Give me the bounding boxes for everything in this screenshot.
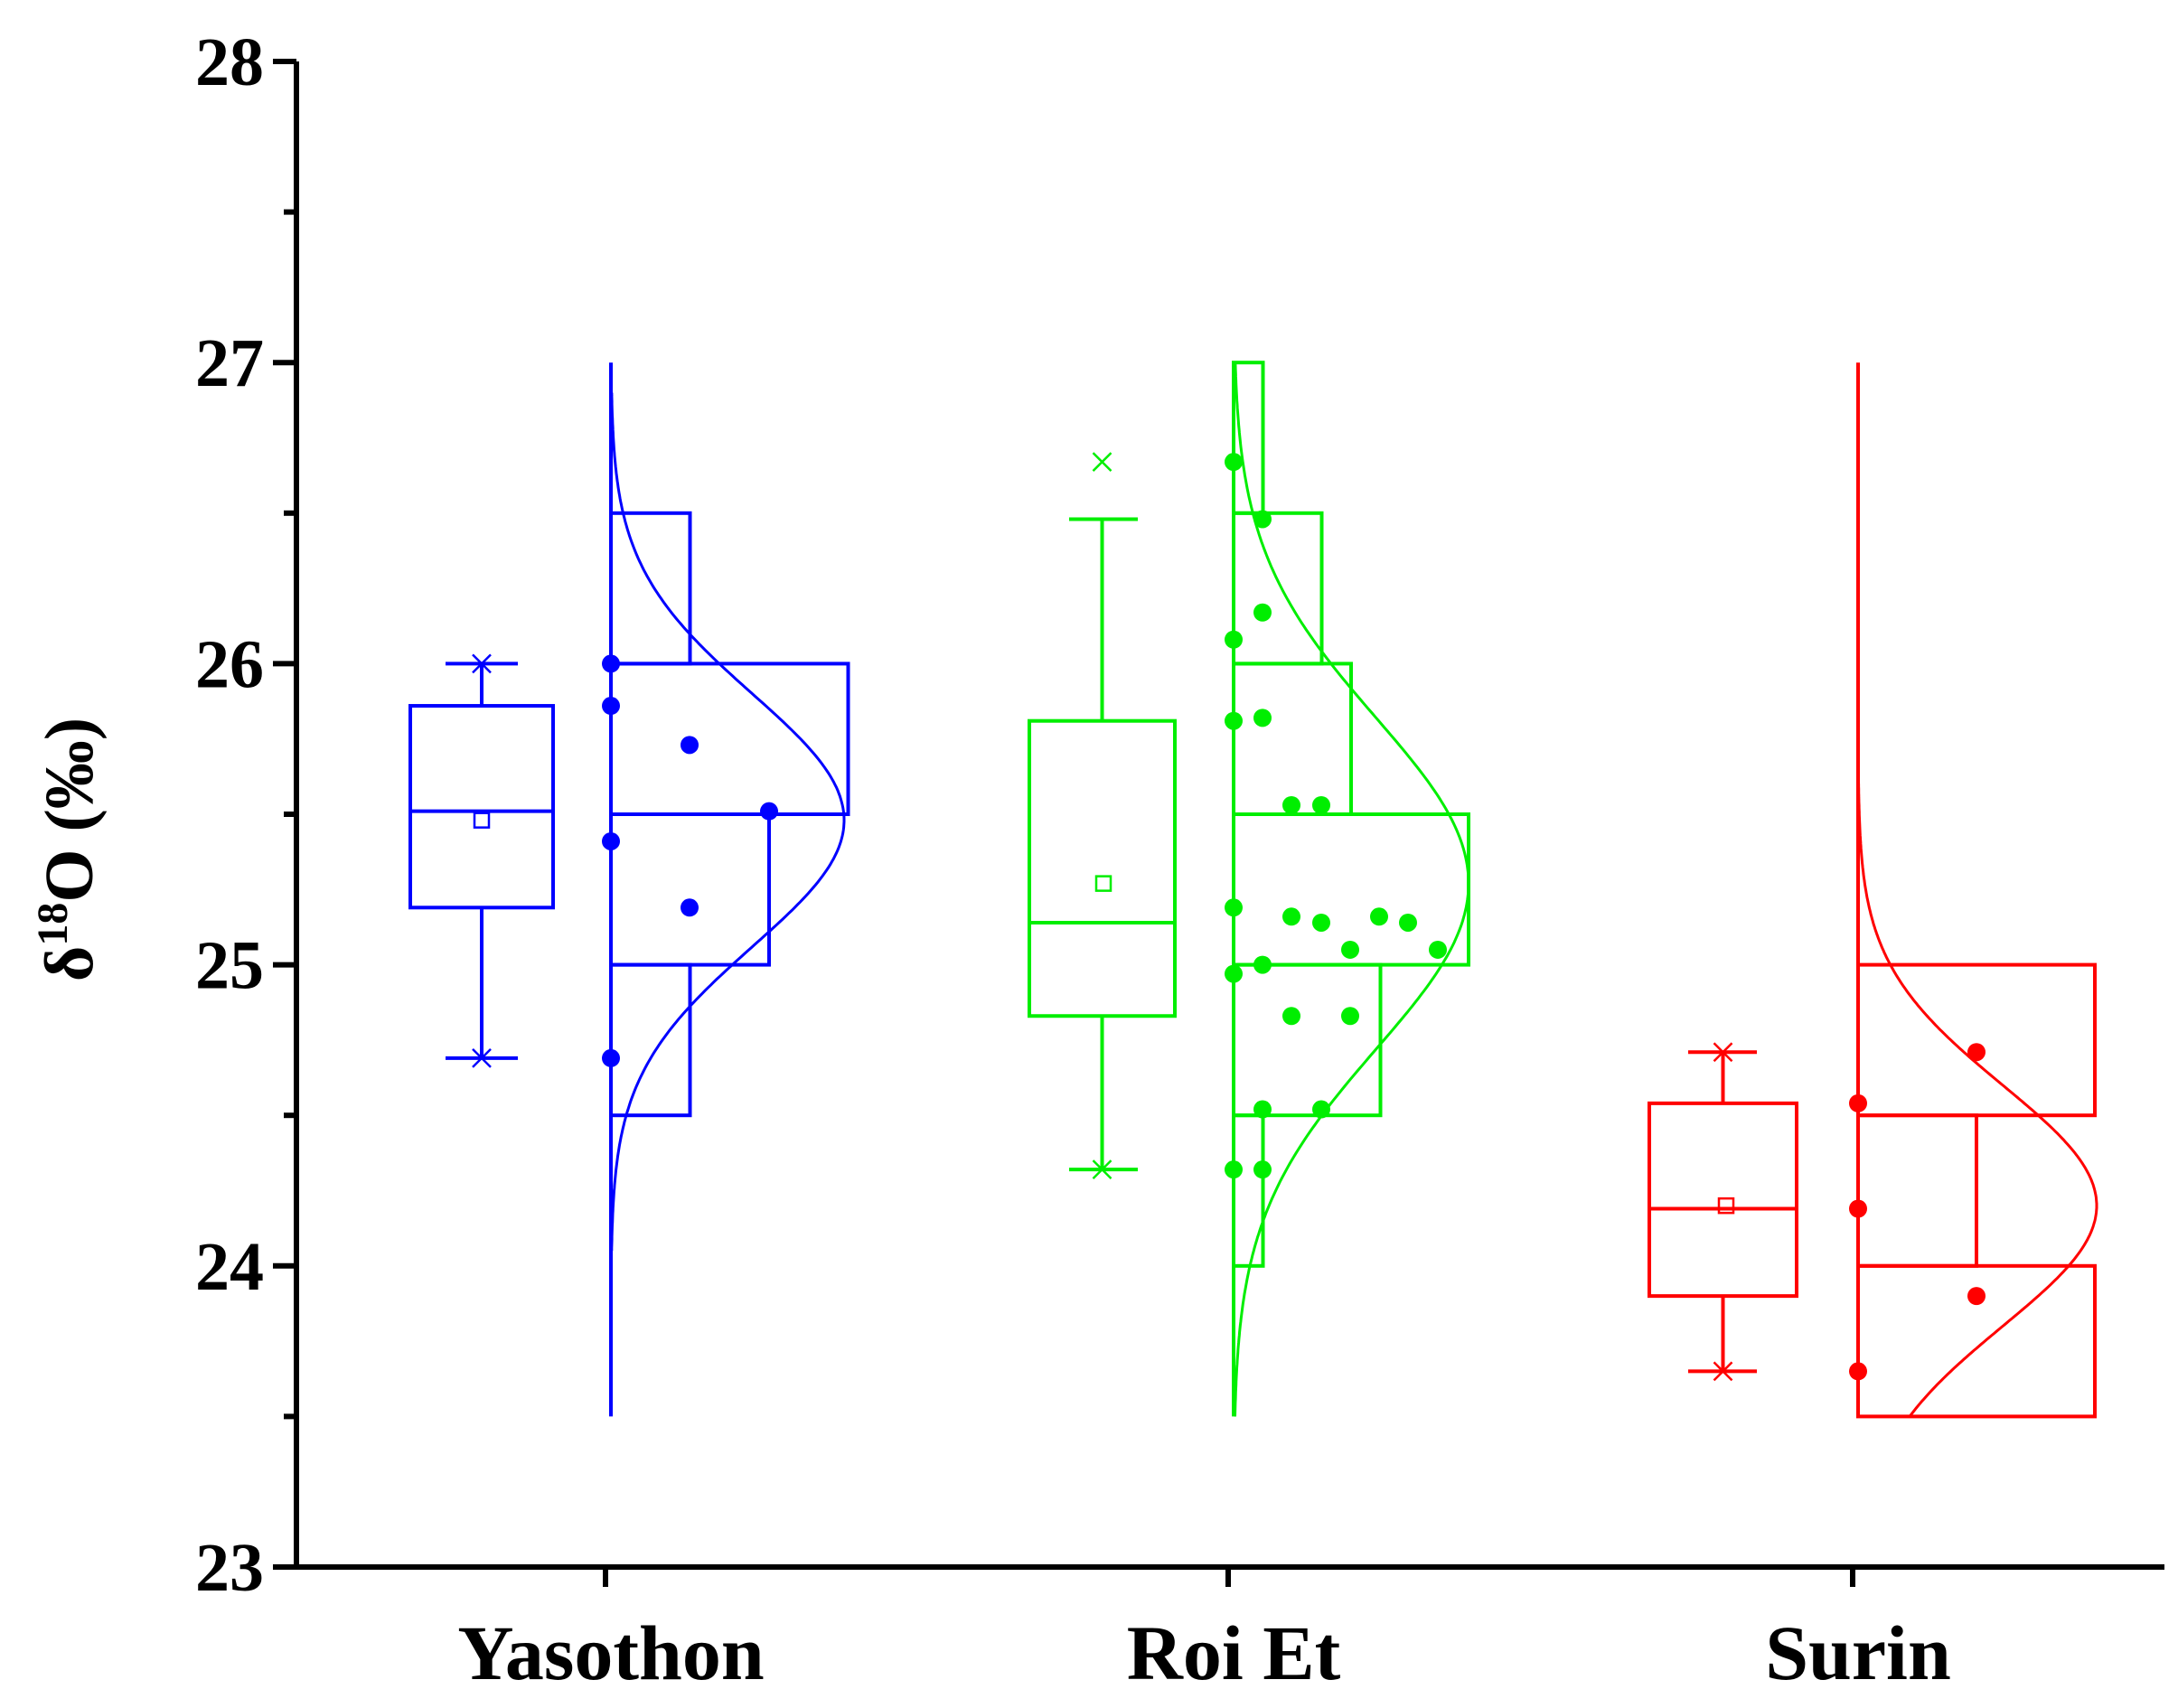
- data-point: [1312, 1100, 1330, 1119]
- min-marker: [1713, 1361, 1733, 1382]
- plot-area: [408, 361, 2098, 1419]
- data-point: [1253, 709, 1272, 727]
- data-point: [1282, 1007, 1300, 1026]
- normal-curve: [1857, 778, 2098, 1418]
- series-group: [1028, 361, 1470, 1417]
- histogram-bar: [1232, 662, 1353, 817]
- y-axis-label: δ18O (‰): [29, 718, 108, 981]
- data-point: [1341, 940, 1359, 959]
- data-point: [1253, 955, 1272, 974]
- data-point: [602, 654, 620, 673]
- axes: 23 24 25 26 27 28 Yasothon Roi Et Surin: [195, 24, 1951, 1696]
- y-tick-label: 28: [195, 24, 264, 100]
- data-point: [1253, 510, 1272, 529]
- data-point: [1399, 913, 1417, 932]
- data-point: [1429, 940, 1447, 959]
- data-point: [1282, 907, 1300, 926]
- data-point: [1225, 453, 1243, 472]
- data-point: [760, 802, 778, 821]
- data-point: [1849, 1362, 1867, 1381]
- min-marker: [1092, 1159, 1112, 1180]
- histogram-bar: [609, 962, 692, 1118]
- iqr-box: [1028, 718, 1177, 1018]
- max-marker: [472, 653, 492, 674]
- histogram-bar: [1232, 361, 1265, 515]
- data-point: [1312, 796, 1330, 815]
- histogram-bar: [609, 662, 850, 817]
- data-point: [1312, 913, 1330, 932]
- max-marker: [1713, 1042, 1733, 1063]
- y-axis-label-delta: δ: [32, 946, 108, 981]
- histogram-bar: [609, 812, 771, 967]
- data-point: [1253, 1160, 1272, 1179]
- data-point: [681, 736, 699, 755]
- data-point: [1253, 603, 1272, 622]
- data-point: [1225, 1160, 1243, 1179]
- x-category-label: Yasothon: [457, 1609, 764, 1696]
- min-marker: [472, 1048, 492, 1068]
- y-tick-label: 23: [195, 1530, 264, 1606]
- iqr-box: [1648, 1101, 1798, 1299]
- data-point: [1282, 796, 1300, 815]
- y-axis-label-superscript: 18: [29, 903, 77, 946]
- data-point: [602, 697, 620, 716]
- data-point: [1225, 630, 1243, 649]
- data-point: [1849, 1199, 1867, 1218]
- series-group: [408, 362, 850, 1417]
- histogram-bar: [1856, 962, 2097, 1118]
- series-group: [1648, 362, 2098, 1419]
- data-point: [1967, 1287, 1986, 1306]
- mean-marker: [473, 812, 491, 829]
- mean-marker: [1094, 875, 1112, 892]
- data-point: [681, 898, 699, 917]
- mean-marker: [1717, 1197, 1735, 1215]
- histogram-bar: [1856, 1113, 1978, 1268]
- data-point: [602, 1048, 620, 1067]
- y-tick-label: 24: [195, 1229, 264, 1305]
- histogram-bar: [1232, 511, 1324, 666]
- data-point: [1253, 1100, 1272, 1119]
- data-point: [1370, 907, 1388, 926]
- x-category-label: Roi Et: [1127, 1609, 1341, 1696]
- data-point: [1967, 1043, 1986, 1062]
- histogram-bar: [1232, 962, 1383, 1118]
- y-tick-label: 25: [195, 928, 264, 1004]
- y-tick-label: 27: [195, 325, 264, 401]
- max-marker: [1092, 452, 1112, 473]
- iqr-box: [408, 704, 555, 910]
- data-point: [1225, 711, 1243, 730]
- data-point: [1225, 898, 1243, 917]
- data-point: [1341, 1007, 1359, 1026]
- y-axis-label-rest: O (‰): [32, 718, 108, 903]
- data-point: [1225, 964, 1243, 983]
- y-tick-label: 26: [195, 626, 264, 702]
- histogram-bar: [1232, 1113, 1265, 1268]
- x-category-label: Surin: [1765, 1609, 1951, 1696]
- normal-curve: [610, 392, 846, 1252]
- histogram-bar: [609, 511, 692, 666]
- data-point: [1849, 1093, 1867, 1112]
- normal-curve: [1234, 362, 1470, 1417]
- data-point: [602, 831, 620, 850]
